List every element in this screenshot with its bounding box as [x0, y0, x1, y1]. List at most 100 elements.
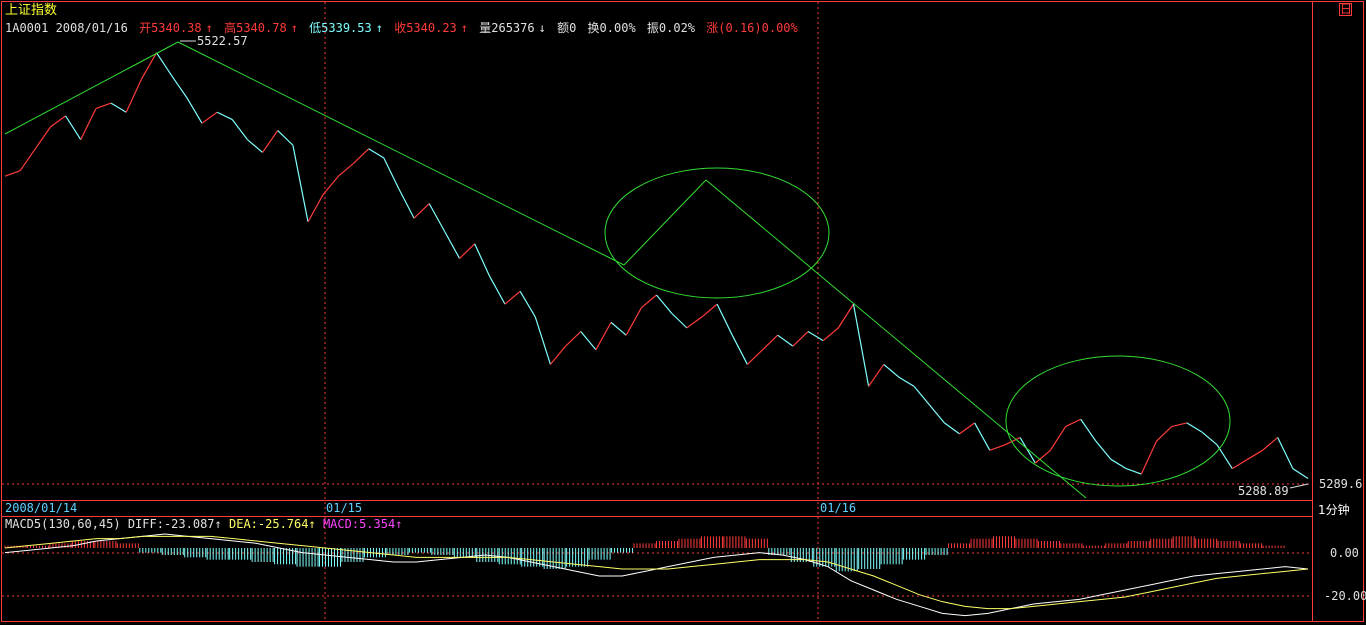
price-segment — [595, 322, 612, 351]
price-segment — [549, 345, 567, 365]
close-value: 收5340.23 — [394, 21, 457, 35]
price-segment — [989, 444, 1006, 451]
date-axis-frame — [1, 500, 1313, 517]
price-segment — [4, 170, 21, 177]
price-segment — [398, 188, 415, 219]
price-segment — [125, 79, 142, 113]
price-segment — [443, 230, 461, 259]
price-segment — [944, 422, 960, 435]
price-segment — [489, 276, 506, 305]
price-segment — [807, 331, 824, 342]
macd-axis-1: -20.00 — [1324, 589, 1366, 603]
right-axis-frame — [1312, 1, 1364, 622]
dea-value: DEA:-25.764 — [229, 517, 309, 531]
price-segment — [140, 52, 158, 80]
price-segment — [746, 349, 763, 365]
price-segment — [565, 331, 582, 347]
price-segment — [474, 243, 491, 277]
price-segment — [110, 102, 127, 113]
trendline — [177, 41, 625, 266]
price-segment — [1034, 449, 1051, 464]
price-segment — [580, 331, 597, 351]
price-segment — [216, 111, 233, 121]
price-segment — [686, 316, 703, 329]
price-segment — [837, 303, 854, 329]
price-segment — [1156, 426, 1173, 442]
price-segment — [1292, 468, 1309, 479]
price-segment — [762, 334, 779, 351]
price-segment — [1231, 458, 1248, 470]
diff-value: DIFF:-23.087 — [127, 517, 215, 531]
macd-info: MACD5(130,60,45) DIFF:-23.087↑ DEA:-25.7… — [5, 517, 403, 531]
low-value: 低5339.53 — [309, 21, 372, 35]
price-segment — [368, 148, 385, 159]
macd-value: MACD:5.354 — [322, 517, 396, 531]
price-segment — [610, 321, 627, 336]
price-segment — [822, 327, 839, 342]
period-selector[interactable]: 1分钟 — [1318, 503, 1350, 517]
index-title: 上证指数 — [5, 3, 58, 18]
price-segment — [1080, 418, 1097, 442]
highlight-ellipse — [1005, 355, 1231, 487]
price-segment — [504, 290, 521, 305]
quote-info: 1A0001 2008/01/16 开5340.38 ↑ 高5340.78 ↑ 低5… — [5, 21, 798, 35]
price-segment — [322, 175, 339, 195]
price-segment — [277, 130, 294, 146]
price-segment — [731, 334, 748, 365]
price-segment — [1049, 426, 1067, 451]
price-segment — [156, 52, 173, 77]
price-segment — [1186, 422, 1203, 433]
price-segment — [519, 291, 536, 318]
change-value: 涨(0.16)0.00% — [706, 21, 798, 35]
price-segment — [913, 385, 930, 406]
price-segment — [928, 404, 945, 424]
volume-value: 量265376 — [479, 21, 535, 35]
price-segment — [792, 331, 809, 347]
price-segment — [307, 194, 324, 223]
price-segment — [868, 364, 885, 387]
price-segment — [1171, 422, 1187, 428]
price-segment — [171, 75, 188, 98]
price-segment — [19, 148, 36, 172]
price-segment — [353, 148, 370, 164]
price-segment — [777, 334, 794, 347]
price-segment — [534, 316, 552, 365]
price-segment — [974, 422, 991, 451]
price-segment — [459, 243, 476, 259]
date-label-0: 2008/01/14 — [5, 501, 78, 515]
highlight-ellipse — [604, 167, 830, 299]
price-segment — [959, 422, 976, 435]
price-segment — [50, 115, 66, 128]
high-value: 高5340.78 — [224, 21, 287, 35]
price-segment — [1065, 418, 1081, 428]
open-value: 开5340.38 — [139, 21, 202, 35]
amplitude-value: 振0.02% — [646, 21, 696, 35]
price-segment — [1247, 449, 1263, 460]
price-segment — [383, 157, 400, 190]
price-segment — [65, 115, 82, 140]
price-segment — [671, 312, 688, 329]
price-segment — [1004, 436, 1021, 446]
turnover-value: 换0.00% — [587, 21, 636, 35]
price-segment — [413, 203, 430, 219]
price-segment — [701, 303, 718, 318]
last-pointer — [1289, 483, 1309, 489]
price-segment — [1201, 431, 1218, 446]
price-segment — [1262, 437, 1279, 451]
price-segment — [716, 303, 733, 336]
price-segment — [231, 119, 248, 141]
code-date: 1A0001 2008/01/16 — [5, 21, 128, 35]
macd-name: MACD5(130,60,45) — [5, 517, 121, 531]
price-segment — [247, 139, 263, 153]
trendline — [705, 179, 1087, 499]
price-segment — [625, 307, 642, 336]
price-segment — [656, 294, 673, 314]
price-segment — [640, 294, 657, 309]
macd-histogram — [4, 536, 1285, 572]
amount-value: 额0 — [557, 21, 577, 35]
price-segment — [1110, 458, 1127, 470]
day-period-button[interactable]: 日 — [1339, 2, 1353, 16]
min-price-label: 5288.89 — [1238, 484, 1289, 498]
price-segment — [1140, 440, 1158, 475]
